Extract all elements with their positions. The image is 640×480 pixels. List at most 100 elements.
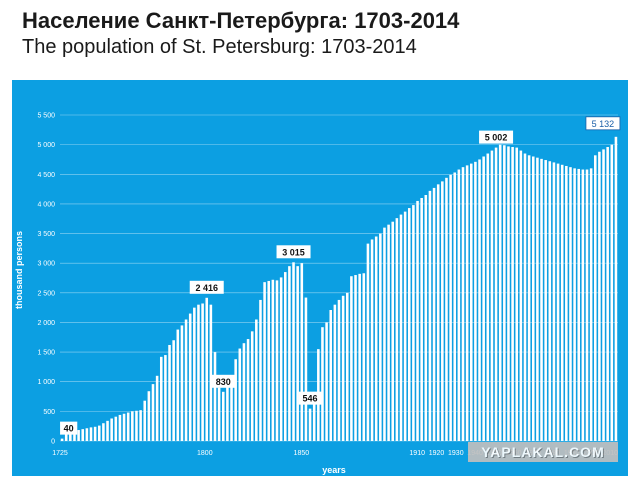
x-tick-label: 1910 (409, 450, 425, 457)
bar (292, 262, 295, 441)
bar (453, 172, 457, 441)
bar (226, 381, 229, 441)
bar (300, 263, 304, 441)
bar (197, 304, 200, 441)
y-tick-label: 500 (43, 409, 55, 416)
bar (362, 273, 366, 441)
callout-box (276, 245, 311, 259)
bar (255, 319, 258, 441)
callout-box (189, 280, 224, 294)
bar (482, 156, 485, 441)
bar (151, 384, 155, 441)
callout-box (211, 374, 235, 388)
y-tick-label: 3 500 (37, 231, 55, 238)
bar (147, 391, 151, 441)
y-tick-label: 3 000 (37, 261, 55, 268)
bar (507, 146, 510, 441)
bar (135, 410, 138, 441)
bar (64, 432, 68, 441)
callout-label: 2 416 (195, 283, 218, 293)
bar (341, 295, 345, 441)
value-callout: 40 (60, 421, 78, 435)
bar (234, 359, 237, 441)
bar (366, 243, 370, 441)
bar (494, 147, 498, 441)
bar (441, 181, 444, 442)
bar (97, 425, 101, 441)
bar (325, 322, 328, 441)
x-tick-label: 1920 (429, 450, 445, 457)
bar (569, 167, 572, 441)
bar (589, 168, 593, 441)
y-axis-ticks: 0 500 1 000 1 500 2 000 2 500 3 000 3 500 4 000 4… (37, 113, 55, 446)
callout-label: 5 132 (592, 119, 615, 129)
bar (536, 157, 539, 441)
chart-header: Население Санкт-Петербурга: 1703-2014 Th… (22, 8, 459, 60)
bar (606, 147, 609, 441)
bar (407, 208, 411, 441)
bar (81, 429, 85, 441)
bar (449, 174, 452, 441)
bar (238, 348, 242, 441)
x-tick-label: 1725 (52, 450, 68, 457)
bar (552, 162, 556, 441)
bar (205, 297, 209, 441)
y-tick-label: 2 000 (37, 320, 55, 327)
bar-layer (60, 136, 618, 442)
x-tick-label: 1850 (294, 450, 310, 457)
bar (391, 221, 395, 441)
bar (602, 149, 605, 441)
bar (556, 163, 560, 441)
bar (329, 310, 333, 441)
bar (159, 356, 163, 441)
bar (143, 400, 147, 441)
bar (102, 423, 105, 441)
value-callout: 5 132 (585, 116, 621, 131)
bar (333, 304, 337, 441)
bar (374, 236, 378, 441)
bar (176, 329, 180, 441)
bar (515, 147, 519, 441)
bar (304, 297, 308, 441)
y-tick-label: 5 000 (37, 142, 55, 149)
bar (283, 272, 287, 441)
bar (498, 144, 502, 441)
bar (358, 273, 361, 441)
y-tick-label: 4 000 (37, 201, 55, 208)
value-callout: 5 002 (479, 130, 514, 144)
bar (308, 408, 312, 441)
chart-title-english: The population of St. Petersburg: 1703-2… (22, 36, 417, 58)
bar (213, 352, 217, 441)
bar (465, 165, 469, 441)
bar (565, 165, 568, 441)
bar (445, 177, 448, 441)
bar (246, 339, 250, 441)
bar (184, 319, 188, 441)
bar (89, 427, 93, 441)
bar (172, 340, 175, 441)
bar (387, 224, 390, 441)
bar (486, 153, 490, 441)
bar (85, 428, 89, 441)
y-tick-label: 5 500 (37, 113, 55, 120)
bar (544, 160, 547, 441)
bar (354, 275, 357, 441)
bar (399, 214, 403, 441)
bar (193, 307, 196, 441)
bar (180, 325, 184, 441)
bar (188, 313, 192, 441)
bar (469, 163, 473, 441)
bar (511, 147, 514, 441)
bar (581, 169, 585, 441)
bar (288, 266, 291, 441)
bar (383, 227, 386, 441)
bar (350, 276, 353, 441)
y-tick-label: 0 (51, 439, 55, 446)
bar (503, 145, 506, 441)
bar (436, 184, 440, 441)
value-callout: 2 416 (189, 280, 224, 294)
bar (527, 155, 531, 441)
callout-box (60, 421, 78, 435)
bar (271, 279, 275, 441)
bar (312, 393, 316, 441)
